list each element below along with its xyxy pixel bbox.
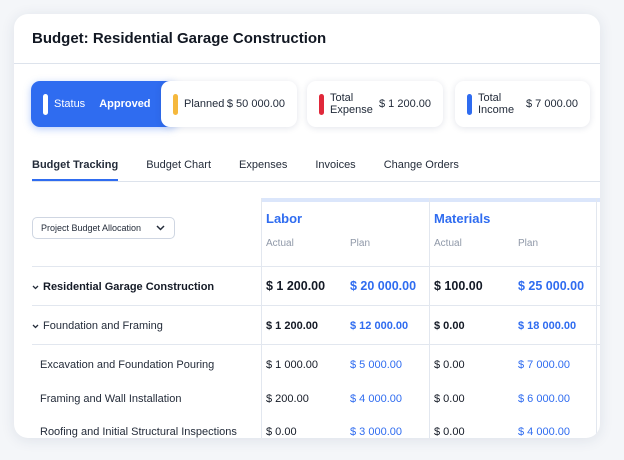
row-name: Framing and Wall Installation [40,393,182,405]
row-divider [32,344,600,345]
group-header-labor: Labor [266,211,303,226]
planned-card[interactable]: Planned $ 50 000.00 [161,81,297,127]
materials-actual-cell: $ 0.00 [434,359,465,371]
materials-plan-cell: $ 4 000.00 [518,426,570,438]
column-header-materials-plan: Plan [518,238,539,249]
column-header-labor-plan: Plan [350,238,371,249]
expense-indicator [319,93,324,115]
total-income-card[interactable]: Total Income $ 7 000.00 [455,81,590,127]
column-header-labor-actual: Actual [266,238,294,249]
status-label: Status [54,98,86,110]
table-row-phase[interactable]: Foundation and Framing [32,320,163,332]
income-value: $ 7 000.00 [526,98,578,110]
materials-actual-cell: $ 0.00 [434,393,465,405]
tab-expenses[interactable]: Expenses [239,159,288,171]
row-name: Excavation and Foundation Pouring [40,359,215,371]
planned-value: $ 50 000.00 [226,98,285,110]
chevron-down-icon[interactable] [32,285,41,290]
labor-plan-cell: $ 5 000.00 [350,359,402,371]
labor-actual-cell: $ 200.00 [266,393,309,405]
tab-budget-chart[interactable]: Budget Chart [146,159,212,171]
planned-label: Planned [184,98,225,110]
income-label-line2: Income [478,104,515,116]
status-indicator [43,93,48,115]
row-divider [32,305,600,306]
page-title: Budget: Residential Garage Construction [32,30,327,47]
table-row[interactable]: Roofing and Initial Structural Inspectio… [40,426,237,438]
row-name: Roofing and Initial Structural Inspectio… [40,426,237,438]
expense-label-line1: Total [330,92,354,104]
labor-actual-cell: $ 1 200.00 [266,320,318,332]
income-indicator [467,93,472,115]
column-divider [261,198,262,438]
table-row[interactable]: Excavation and Foundation Pouring [40,359,214,371]
labor-actual-cell: $ 1 000.00 [266,359,318,371]
group-header-materials: Materials [434,211,491,226]
tab-divider [32,181,600,182]
title-divider [14,63,600,64]
materials-plan-cell: $ 25 000.00 [518,279,585,293]
tab-budget-tracking[interactable]: Budget Tracking [32,159,119,181]
income-label-line1: Total [478,92,502,104]
labor-plan-cell: $ 12 000.00 [350,320,409,332]
materials-plan-cell: $ 6 000.00 [518,393,570,405]
expense-value: $ 1 200.00 [379,98,431,110]
materials-plan-cell: $ 18 000.00 [518,320,577,332]
total-expense-card[interactable]: Total Expense $ 1 200.00 [307,81,443,127]
materials-plan-cell: $ 7 000.00 [518,359,570,371]
tab-bar: Budget Tracking Budget Chart Expenses In… [32,159,487,181]
chevron-down-icon [156,225,165,231]
dropdown-value: Project Budget Allocation [41,223,142,233]
row-divider [32,266,600,267]
row-name: Residential Garage Construction [43,281,215,293]
status-value: Approved [99,98,151,110]
budget-card: Budget: Residential Garage Construction … [14,14,600,438]
labor-plan-cell: $ 20 000.00 [350,279,417,293]
tab-change-orders[interactable]: Change Orders [383,159,459,171]
budget-allocation-dropdown[interactable]: Project Budget Allocation [32,217,175,239]
tab-invoices[interactable]: Invoices [315,159,356,171]
income-label: Total Income [478,92,514,116]
expense-label: Total Expense [330,92,373,116]
column-divider [429,198,430,438]
labor-actual-cell: $ 0.00 [266,426,297,438]
column-header-materials-actual: Actual [434,238,462,249]
labor-plan-cell: $ 4 000.00 [350,393,402,405]
chevron-down-icon[interactable] [32,324,41,329]
materials-actual-cell: $ 0.00 [434,320,465,332]
table-row[interactable]: Framing and Wall Installation [40,393,181,405]
materials-actual-cell: $ 100.00 [434,279,483,293]
expense-label-line2: Expense [330,104,373,116]
labor-plan-cell: $ 3 000.00 [350,426,402,438]
materials-actual-cell: $ 0.00 [434,426,465,438]
planned-indicator [173,93,178,115]
table-header-band [261,198,600,202]
column-divider [596,198,597,438]
status-card[interactable]: Status Approved [31,81,178,127]
row-name: Foundation and Framing [43,320,163,332]
labor-actual-cell: $ 1 200.00 [266,279,326,293]
table-row-project[interactable]: Residential Garage Construction [32,281,214,293]
